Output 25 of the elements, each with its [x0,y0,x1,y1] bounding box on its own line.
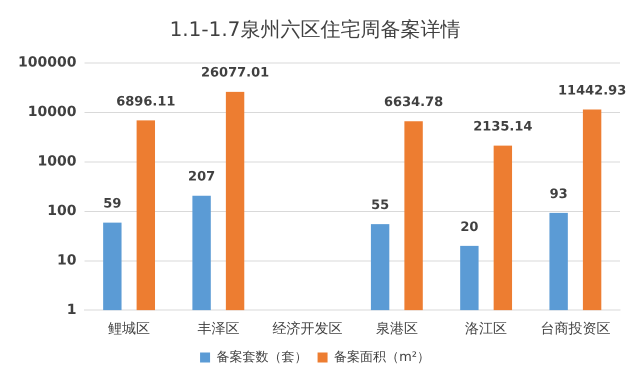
data-label: 93 [550,186,568,202]
x-tick-label: 丰泽区 [197,321,240,338]
x-tick-label: 经济开发区 [272,321,343,338]
data-label: 6634.78 [384,95,444,110]
data-label: 11442.93 [558,83,626,98]
data-label: 59 [103,196,122,212]
data-label: 20 [460,220,478,235]
legend-label: 备案套数（套） [216,348,308,365]
y-tick-label: 100 [47,202,77,219]
x-tick-label: 泉港区 [376,321,418,338]
y-tick-label: 100000 [18,54,77,71]
y-tick-label: 10000 [28,104,77,120]
data-label: 207 [188,170,216,185]
x-tick-label: 台商投资区 [540,321,610,338]
data-label: 26077.01 [200,66,270,81]
x-tick-label: 洛江区 [465,321,508,338]
y-tick-label: 1000 [37,154,77,170]
legend-label: 备案面积（m²） [334,348,430,365]
data-label: 6896.11 [116,94,176,110]
x-tick-label: 鲤城区 [108,321,150,338]
data-label: 2135.14 [473,119,532,134]
chart-title: 1.1-1.7泉州六区住宅周备案详情 [170,17,460,42]
y-tick-label: 1 [66,302,76,318]
y-tick-label: 10 [56,252,77,268]
data-label: 55 [371,198,390,214]
